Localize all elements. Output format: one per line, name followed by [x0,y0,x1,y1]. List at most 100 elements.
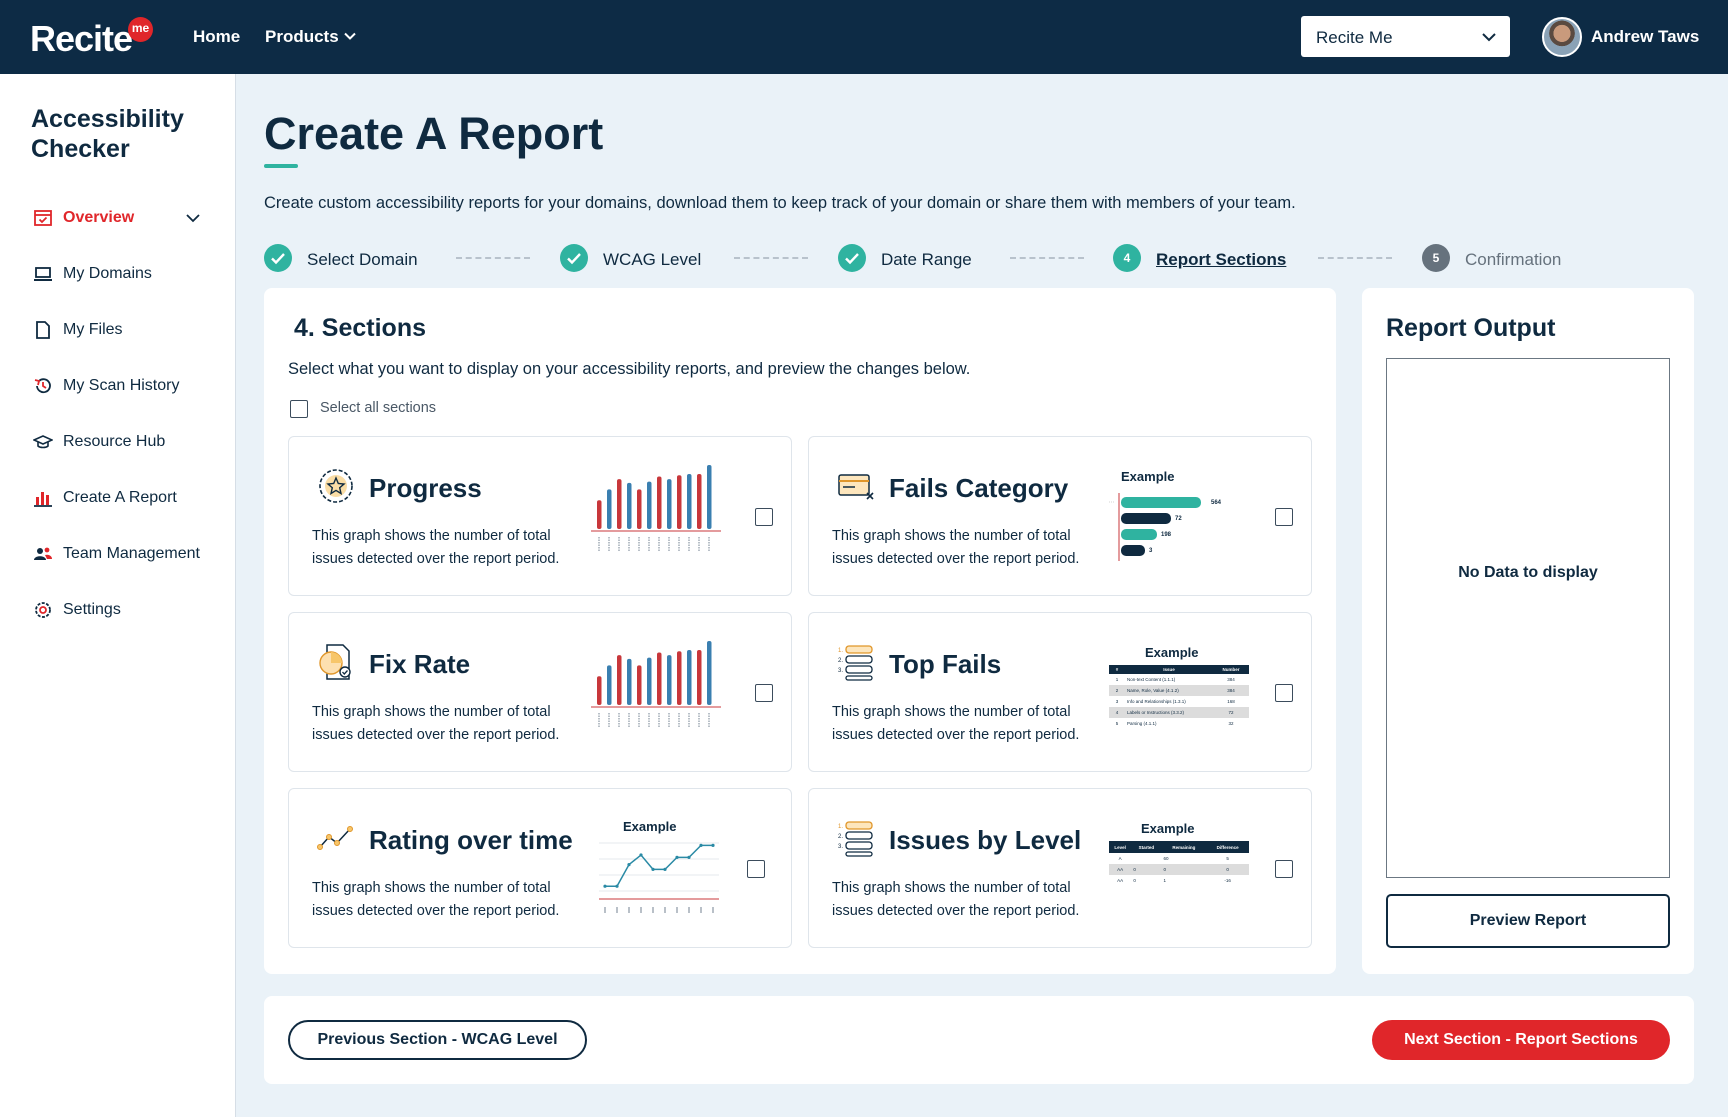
chart-bar [687,473,692,529]
chart-bar [647,657,652,705]
sidebar-item-label: Overview [63,209,135,226]
table-cell: 1 [1115,677,1119,682]
chart-bar [657,476,662,529]
sidebar-item-my-files[interactable]: My Files [31,317,231,343]
fix-rate-bar-chart-preview [591,641,721,727]
sidebar-item-label: Resource Hub [63,433,166,450]
table-row: 5 Parsing (4.1.1) 32 [1109,718,1249,729]
step-number: 5 [1422,244,1450,272]
section-checkbox[interactable] [747,860,765,878]
data-point [711,843,715,847]
chart-bar [697,473,702,529]
table-row: 2 Name, Role, Value (4.1.2) 384 [1109,685,1249,696]
sidebar-item-create-a-report[interactable]: Create A Report [31,485,231,511]
report-output-card: Report Output No Data to display Preview… [1362,288,1694,974]
table-cell: A [1118,856,1122,861]
fails-value-label: 198 [1161,532,1172,538]
badge-star-icon [319,469,353,503]
section-option-rating-over-time[interactable]: Rating over time This graph shows the nu… [288,788,792,948]
chart-bar [597,676,602,705]
table-header: Issue [1163,667,1175,672]
table-cell: 5 [1226,856,1229,861]
section-checkbox[interactable] [755,684,773,702]
table-cell: Name, Role, Value (4.1.2) [1127,688,1179,693]
sidebar-item-label: Settings [63,601,121,618]
section-option-title: Top Fails [889,649,1002,679]
chart-bar [677,651,682,705]
report-output-title: Report Output [1386,314,1556,342]
fails-category-bar-chart [1109,493,1201,561]
nav-home-link[interactable]: Home [193,27,241,46]
sidebar-title: Accessibility Checker [31,105,184,163]
top-fails-table: # Issue Number 1 Non-text Content (1.1.1)… [1109,665,1249,729]
chevron-down-icon[interactable] [344,30,356,42]
fails-value-label: 3 [1149,548,1153,554]
card-x-icon [838,474,874,500]
table-cell: 0 [1226,867,1229,872]
chevron-down-icon [186,214,200,223]
user-avatar[interactable] [1542,17,1582,57]
data-point [687,855,691,859]
sidebar-item-overview[interactable]: Overview [31,205,231,231]
table-cell: 2 [1115,688,1119,693]
section-option-description: This graph shows the number of total iss… [832,880,1080,919]
svg-text:3.: 3. [838,668,843,674]
sidebar-item-label: Team Management [63,545,200,562]
next-section-button[interactable]: Next Section - Report Sections [1372,1020,1670,1060]
table-row: 1 Non-text Content (1.1.1) 384 [1109,674,1249,685]
sidebar-item-team-management[interactable]: Team Management [31,541,231,567]
table-cell: 3 [1115,699,1119,704]
nav-products-link[interactable]: Products [265,27,339,46]
page-title: Create A Report [264,108,604,159]
section-option-description: This graph shows the number of total iss… [312,880,560,919]
sidebar-item-label: My Files [63,321,123,338]
section-option-progress[interactable]: Progress This graph shows the number of … [288,436,792,596]
table-row: AA 0 1 -16 [1109,875,1249,886]
table-cell: 168 [1227,699,1235,704]
chart-bar [617,655,622,705]
sidebar-item-my-domains[interactable]: My Domains [31,261,231,287]
table-header: # [1115,667,1119,672]
section-checkbox[interactable] [1275,684,1293,702]
series-line [605,844,713,887]
data-point [699,843,703,847]
section-checkbox[interactable] [1275,860,1293,878]
fails-bar [1121,545,1145,556]
graduation-cap-icon [33,435,53,449]
chart-bar [607,665,612,705]
check-icon [560,244,588,272]
table-cell: -16 [1224,878,1231,883]
progress-bar-chart-preview [591,465,721,551]
step-label: Date Range [881,250,972,269]
sidebar-item-settings[interactable]: Settings [31,597,231,623]
chart-bar [647,481,652,529]
preview-report-button[interactable]: Preview Report [1386,894,1670,948]
organisation-select[interactable]: Recite Me [1301,16,1510,57]
chart-bar [697,649,702,705]
table-header: Remaining [1172,844,1196,850]
chart-bar [677,475,682,529]
sidebar-item-resource-hub[interactable]: Resource Hub [31,429,231,455]
sidebar-item-my-scan-history[interactable]: My Scan History [31,373,231,399]
section-option-fails-category[interactable]: Fails Category This graph shows the numb… [808,436,1312,596]
section-option-top-fails[interactable]: 1. 2. 3. Top Fails This graph shows the nu… [808,612,1312,772]
data-point [675,855,679,859]
bar-chart-icon [34,492,52,507]
section-option-fix-rate[interactable]: Fix Rate This graph shows the number of … [288,612,792,772]
user-name[interactable]: Andrew Taws [1591,27,1700,46]
section-option-title: Fix Rate [369,649,471,679]
table-cell: Info and Relationships (1.3.1) [1127,699,1186,704]
select-all-checkbox[interactable] [290,400,308,418]
previous-section-button[interactable]: Previous Section - WCAG Level [288,1020,587,1060]
table-cell: 1 [1163,878,1167,883]
recite-me-logo[interactable]: Recite [30,18,133,59]
table-header: Level [1114,844,1126,850]
section-option-description: This graph shows the number of total iss… [312,704,560,743]
section-checkbox[interactable] [1275,508,1293,526]
chart-bar [607,489,612,529]
table-cell: 0 [1163,867,1167,872]
data-point [639,853,643,857]
svg-text:3.: 3. [838,844,843,850]
section-option-issues-by-level[interactable]: 1. 2. 3. Issues by Level This graph shows … [808,788,1312,948]
section-checkbox[interactable] [755,508,773,526]
